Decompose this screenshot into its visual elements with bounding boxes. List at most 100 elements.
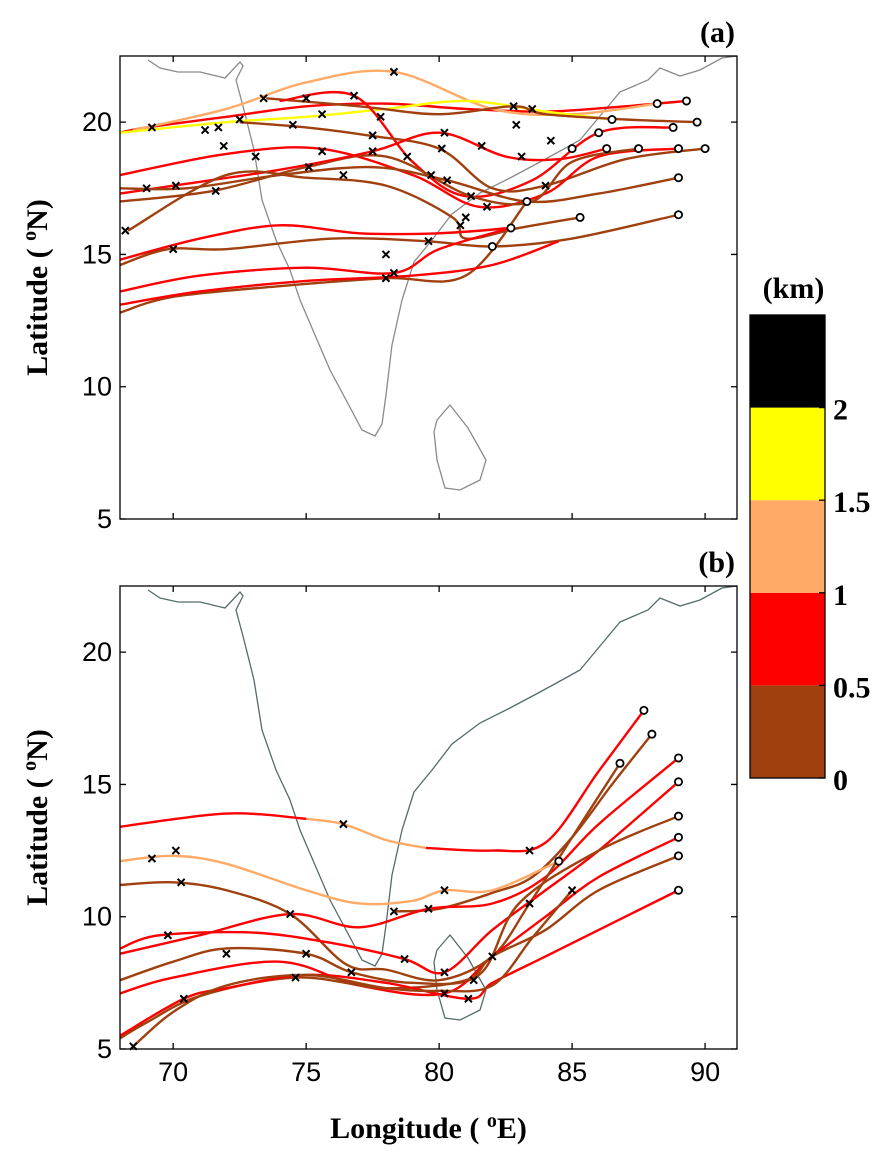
cross-marker xyxy=(466,192,476,201)
start-marker xyxy=(522,197,532,207)
cross-marker xyxy=(235,115,244,124)
start-marker xyxy=(673,851,683,861)
trajectory-line xyxy=(393,733,653,913)
cross-marker xyxy=(440,989,449,998)
trajectory-line xyxy=(120,812,307,828)
cross-marker xyxy=(464,994,473,1003)
trajectory-line xyxy=(120,854,560,906)
start-marker xyxy=(615,758,625,768)
x-tick-label: 70 xyxy=(158,1057,188,1087)
cross-marker xyxy=(437,144,447,153)
x-axis-label: Longitude ( oE) xyxy=(330,1110,527,1145)
y-tick-label: 5 xyxy=(97,504,112,534)
cross-marker xyxy=(424,236,433,246)
axes-box xyxy=(119,585,738,1050)
trajectory-line xyxy=(120,131,607,195)
cross-marker xyxy=(517,152,526,161)
start-marker xyxy=(567,144,577,154)
trajectory-line xyxy=(120,240,560,306)
cross-marker xyxy=(222,949,231,958)
cross-marker xyxy=(567,886,577,895)
cross-marker xyxy=(469,976,478,985)
cross-marker xyxy=(442,176,452,185)
cross-marker xyxy=(147,854,157,863)
cross-marker xyxy=(285,909,295,919)
start-marker xyxy=(554,856,564,866)
cross-marker xyxy=(171,181,181,190)
trajectory-line xyxy=(120,200,528,314)
cross-marker xyxy=(541,181,550,190)
cross-marker xyxy=(512,120,521,129)
trajectory-line xyxy=(132,889,574,1048)
trajectory-line xyxy=(120,99,687,134)
cross-marker xyxy=(368,131,377,140)
start-marker xyxy=(692,117,702,127)
cross-marker xyxy=(211,186,220,196)
y-axis-label: Latitude ( oN) xyxy=(19,199,54,376)
colorbar-segment xyxy=(750,315,825,408)
start-marker xyxy=(673,173,683,183)
trajectory-line xyxy=(120,226,512,293)
start-marker xyxy=(652,99,662,109)
cross-marker xyxy=(381,250,391,259)
colorbar-tick-label: 0 xyxy=(833,764,848,797)
y-tick-label: 15 xyxy=(82,769,112,799)
start-marker xyxy=(673,144,683,154)
colorbar-segment xyxy=(750,592,825,686)
y-axis-label-part: Latitude ( xyxy=(21,241,54,376)
y-tick-label: 10 xyxy=(82,372,112,402)
start-marker xyxy=(647,729,657,739)
y-axis-label-part: N) xyxy=(21,199,54,231)
trajectory-line xyxy=(120,762,621,982)
cross-marker xyxy=(163,931,173,940)
x-tick-label: 85 xyxy=(557,1057,587,1087)
y-axis-label-part: o xyxy=(19,231,41,241)
cross-marker xyxy=(176,878,186,887)
cross-marker xyxy=(525,899,534,908)
trajectory-line xyxy=(425,709,645,853)
start-marker xyxy=(634,144,644,154)
cross-marker xyxy=(389,268,399,278)
y-tick-label: 20 xyxy=(82,107,112,137)
cross-marker xyxy=(349,91,359,100)
cross-marker xyxy=(381,274,391,283)
trajectory-line xyxy=(120,146,679,209)
cross-marker xyxy=(147,123,157,132)
cross-marker xyxy=(528,104,537,114)
cross-marker xyxy=(546,136,556,145)
trajectory-line xyxy=(120,854,679,1040)
cross-marker xyxy=(317,147,327,156)
colorbar-title: (km) xyxy=(763,272,825,305)
x-axis-label-part: o xyxy=(487,1110,497,1132)
cross-marker xyxy=(317,109,327,119)
start-marker xyxy=(506,223,516,233)
cross-marker xyxy=(403,152,412,161)
cross-marker xyxy=(251,152,260,161)
trajectory-line xyxy=(120,780,680,975)
panel-a-background xyxy=(120,56,737,519)
start-marker xyxy=(700,144,710,154)
cross-marker xyxy=(424,904,433,913)
x-tick-label: 80 xyxy=(424,1057,454,1087)
y-tick-label: 20 xyxy=(82,637,112,667)
cross-marker xyxy=(339,819,348,829)
cross-marker xyxy=(339,170,348,180)
colorbar-segment xyxy=(750,500,825,593)
cross-marker xyxy=(488,952,497,961)
trajectory-line xyxy=(120,213,679,267)
cross-marker xyxy=(301,94,311,103)
start-marker xyxy=(673,885,683,895)
x-axis-label-part: Longitude ( xyxy=(330,1112,487,1145)
cross-marker xyxy=(461,213,470,222)
cross-marker xyxy=(426,170,436,180)
cross-marker xyxy=(389,67,399,77)
cross-marker xyxy=(368,147,377,156)
x-axis-label-part: E) xyxy=(497,1112,527,1145)
start-marker xyxy=(639,705,649,715)
cross-marker xyxy=(347,968,356,977)
start-marker xyxy=(673,210,683,220)
trajectory-line xyxy=(239,120,706,193)
cross-marker xyxy=(389,907,399,916)
start-marker xyxy=(668,122,678,132)
